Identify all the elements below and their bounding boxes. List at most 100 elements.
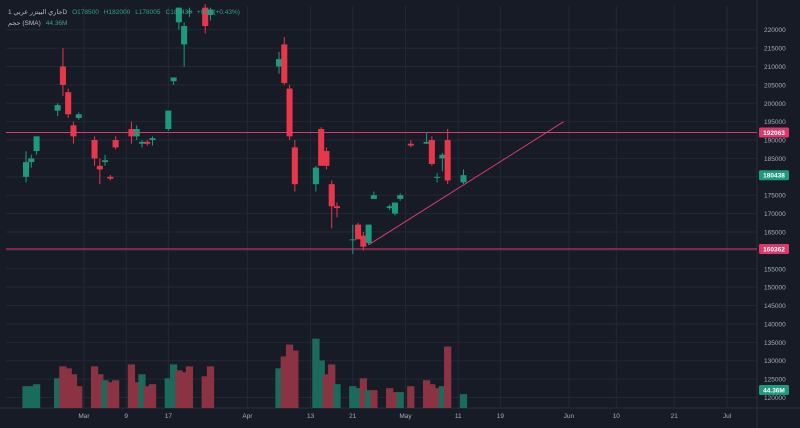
volume-bar	[22, 386, 30, 408]
candle-body	[144, 141, 151, 144]
candle-body	[439, 154, 446, 159]
y-tick-label: 125000	[764, 377, 786, 384]
chart-legend: جاري البيتزر عربي 1D O178500 H182000 L17…	[8, 7, 240, 29]
candle-body	[365, 224, 372, 244]
symbol-label: جاري البيتزر عربي 1D	[8, 9, 68, 16]
candle-body	[181, 26, 188, 45]
candle-body	[312, 167, 319, 185]
candle-body	[281, 44, 288, 84]
candle-body	[102, 160, 109, 163]
ohlc-legend-row: جاري البيتزر عربي 1D O178500 H182000 L17…	[8, 7, 240, 18]
volume-bar	[69, 374, 78, 408]
volume-bar	[285, 344, 294, 408]
y-tick-label: 140000	[764, 321, 786, 328]
open-value: O178500	[72, 9, 99, 16]
volume-bar	[169, 364, 178, 408]
candle	[391, 202, 398, 216]
candle-body	[360, 235, 367, 247]
volume-bar	[133, 382, 141, 408]
candle-body	[386, 206, 393, 209]
candle-body	[444, 140, 451, 181]
candle-body	[407, 143, 414, 146]
candle	[165, 110, 172, 131]
candle	[397, 193, 404, 201]
candle-body	[397, 195, 404, 199]
candle	[460, 169, 467, 185]
x-tick-label: 9	[124, 413, 128, 420]
volume-bar	[185, 366, 194, 408]
x-tick-label: 10	[613, 413, 621, 420]
candle-body	[170, 77, 177, 82]
y-tick-label: 175000	[764, 193, 786, 200]
volume-value-label: 44.36M	[763, 388, 785, 395]
candle-body	[423, 141, 430, 144]
change-value: +900 (+0.43%)	[196, 9, 240, 16]
volume-bar	[275, 368, 283, 408]
candle	[28, 154, 35, 168]
candle-body	[355, 224, 362, 240]
candle	[54, 103, 61, 117]
volume-bar	[138, 374, 146, 408]
candle-body	[434, 176, 441, 178]
candle	[91, 136, 98, 166]
candle-body	[33, 136, 40, 152]
volume-bar	[64, 368, 72, 408]
x-tick-label: 17	[165, 413, 173, 420]
close-value: C180438	[165, 9, 192, 16]
volume-value-tag	[759, 385, 789, 395]
y-tick-label: 215000	[764, 46, 786, 53]
volume-bar	[96, 374, 104, 408]
y-tick-label: 190000	[764, 138, 786, 145]
y-tick-label: 145000	[764, 303, 786, 310]
candle	[355, 222, 362, 240]
volume-bar	[206, 366, 215, 408]
volume-bar	[59, 366, 67, 408]
volume-bar	[180, 372, 188, 408]
y-tick-label: 210000	[764, 64, 786, 71]
candle	[333, 202, 341, 218]
candle-body	[28, 158, 35, 163]
candle	[96, 158, 103, 185]
candle	[291, 140, 298, 192]
candle-body	[70, 125, 77, 137]
volume-bar	[280, 356, 288, 408]
candle-body	[291, 147, 298, 185]
volume-bar	[428, 384, 436, 408]
candle	[386, 204, 393, 210]
low-value: L178005	[135, 9, 161, 16]
candle	[207, 7, 214, 21]
y-tick-label: 170000	[764, 211, 786, 218]
volume-bar	[433, 388, 441, 408]
candle-body	[370, 195, 377, 199]
volume-bar	[27, 386, 35, 408]
volume-bar	[364, 390, 373, 408]
volume-bar	[359, 378, 367, 408]
candle-body	[107, 176, 114, 179]
volume-bar	[422, 380, 431, 408]
y-tick-label: 135000	[764, 340, 786, 347]
level-price-tag	[759, 244, 789, 255]
candle-body	[165, 110, 172, 130]
y-tick-label: 205000	[764, 82, 786, 89]
candle	[75, 112, 82, 120]
candle	[286, 84, 293, 141]
volume-bar	[407, 386, 415, 408]
volume-legend-value: 44.36M	[45, 20, 68, 27]
candle	[434, 173, 441, 183]
volume-bar	[291, 350, 299, 408]
candle	[175, 7, 182, 30]
candle	[439, 152, 446, 172]
x-tick-label: Jun	[564, 413, 575, 420]
candle-body	[175, 7, 182, 23]
candle-body	[138, 141, 146, 144]
candle-body	[149, 138, 156, 141]
volume-bar	[90, 366, 99, 408]
trend-line	[368, 121, 564, 246]
volume-bar	[111, 380, 120, 408]
x-tick-label: May	[399, 413, 412, 420]
volume-bar	[106, 382, 114, 408]
volume-legend-label: حجم (SMA)	[8, 20, 41, 27]
candle	[170, 77, 177, 85]
